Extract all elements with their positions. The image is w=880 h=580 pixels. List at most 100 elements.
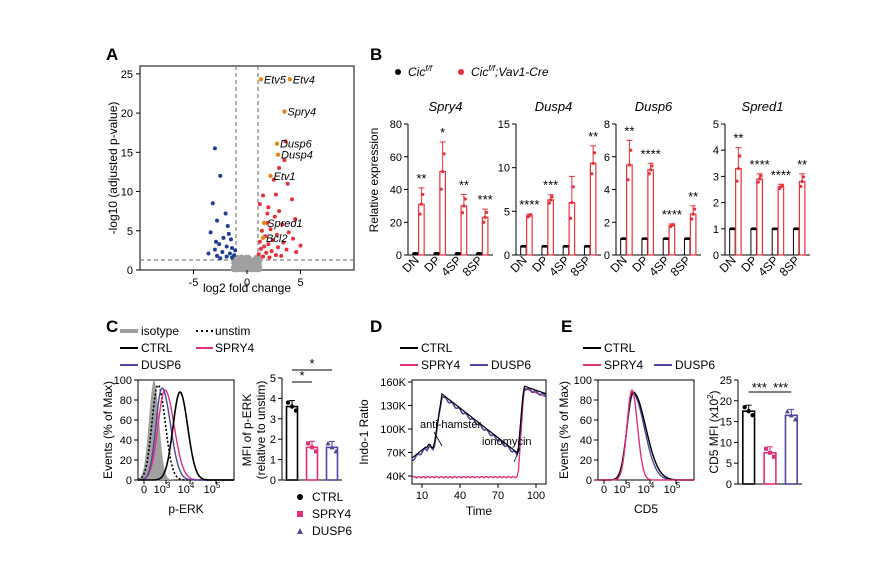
volcano-ytick: 20 xyxy=(121,108,133,120)
volcano-point-up xyxy=(259,228,264,233)
legend-b-cre: Cicf/f;Vav1-Cre xyxy=(471,64,549,79)
volcano-point-up xyxy=(291,236,296,241)
bar-dot-ctrl xyxy=(774,227,778,231)
volcano-point-ns xyxy=(257,267,262,273)
volcano-point-down xyxy=(206,251,211,256)
bar-dot-cre xyxy=(692,207,697,211)
volcano-red-points xyxy=(256,139,303,260)
volcano-ytick: 10 xyxy=(121,187,133,199)
bar-category-label: DN xyxy=(400,253,422,275)
volcano-point-up xyxy=(256,252,261,257)
cd5-mfi-ytick: 20 xyxy=(720,396,732,408)
bar-ytick: 0 xyxy=(713,250,719,262)
bar-ytick: 4 xyxy=(604,185,610,197)
perk-mfi-bars: MFI of p-ERK (relative to unstim) 0 1 2 3 4 5… xyxy=(240,356,352,538)
panel-label-e: E xyxy=(561,317,572,336)
perk-mfi-ytick: 1 xyxy=(270,455,276,467)
legend-cb-ctrl: CTRL xyxy=(312,490,344,504)
perk-mfi-ytick: 0 xyxy=(270,475,276,487)
volcano-gene-label: Spred1 xyxy=(267,218,302,230)
hist-ctrl xyxy=(138,390,234,481)
bar-dot-cre xyxy=(626,178,630,182)
cd5-mfi-dot xyxy=(792,416,798,422)
bar-ytick: 0 xyxy=(396,250,402,262)
cd5-mfi-ylabel: CD5 MFI (x102) xyxy=(706,390,721,473)
volcano-point-up xyxy=(273,192,278,197)
volcano-point-labeled xyxy=(260,235,266,241)
bar-dot-ctrl xyxy=(479,251,482,255)
bar-dot-cre xyxy=(484,210,489,215)
cd5-mfi-bars: CD5 MFI (x102) 0 5 10 15 20 25 *** *** xyxy=(706,375,802,491)
volcano-xlabel: log2 fold change xyxy=(203,281,291,295)
bar-dot-cre xyxy=(418,212,422,216)
expression-bar-charts: Spry4020406080**DN*DP**4SP***8SPDusp4051… xyxy=(390,99,810,279)
bar-dot-cre xyxy=(759,174,763,178)
cd5-mfi-dot xyxy=(746,409,751,414)
bar-category-label: 4SP xyxy=(755,253,781,279)
bar-dot-ctrl xyxy=(523,244,527,248)
volcano-point-up xyxy=(270,238,275,243)
cd5-mfi-ytick: 25 xyxy=(720,375,732,387)
volcano-point-up xyxy=(284,247,289,252)
bar-ytick: 5 xyxy=(504,206,510,218)
volcano-gene-label: Bcl2 xyxy=(266,233,287,245)
bar-dot-ctrl xyxy=(544,244,548,248)
bar-significance: **** xyxy=(750,157,770,172)
perk-mfi-ytick: 2 xyxy=(270,434,276,446)
legend-b-ctrl: Cicf/f xyxy=(408,64,433,79)
perk-mfi-dot xyxy=(293,408,299,413)
volcano-point-up xyxy=(266,242,271,247)
volcano-point-up xyxy=(277,166,282,170)
volcano-point-ns xyxy=(231,264,237,269)
bar-cre xyxy=(526,215,533,256)
perk-mfi-bar xyxy=(285,405,299,481)
bar-subplot-title: Dusp6 xyxy=(635,99,673,114)
volcano-point-down xyxy=(228,237,233,242)
bar-ytick: 80 xyxy=(390,119,402,131)
bar-significance: ** xyxy=(588,129,598,144)
hist-ytick: 20 xyxy=(580,455,592,467)
perk-xlabel: p-ERK xyxy=(168,502,203,516)
bar-cre xyxy=(798,181,806,256)
volcano-point-down xyxy=(221,235,226,240)
hist-ytick: 60 xyxy=(120,415,132,427)
volcano-point-ns xyxy=(246,266,251,272)
bar-dot-ctrl xyxy=(665,237,669,241)
volcano-gene-label: Dusp6 xyxy=(280,139,313,151)
cd5-mfi-dot xyxy=(784,408,790,414)
calcium-ytick: 160K xyxy=(380,377,406,389)
volcano-point-down xyxy=(212,247,217,252)
bar-subplot-title: Dusp4 xyxy=(535,99,573,114)
volcano-grey-points xyxy=(230,254,263,273)
bar-significance: ** xyxy=(733,131,743,146)
bar-ytick: 40 xyxy=(390,185,402,197)
volcano-point-up xyxy=(279,253,284,258)
bar-cre xyxy=(589,162,597,256)
volcano-point-down xyxy=(217,242,222,247)
bar-dot-cre xyxy=(439,187,443,191)
legend-c-spry4: SPRY4 xyxy=(215,341,254,355)
bar-significance: **** xyxy=(641,146,661,161)
hist-ytick: 100 xyxy=(114,375,132,387)
legend-d-dusp6: DUSP6 xyxy=(491,358,531,372)
hist-xtick: 0 xyxy=(601,484,607,496)
hist-xtick: 104 xyxy=(638,481,655,496)
volcano-gene-label: Spry4 xyxy=(287,107,316,119)
bar-dot-cre xyxy=(629,148,633,152)
volcano-point-up xyxy=(268,227,273,232)
volcano-point-labeled xyxy=(258,77,264,82)
bar-dot-ctrl xyxy=(587,244,590,248)
volcano-point-down xyxy=(223,211,228,216)
bar-cre xyxy=(777,186,785,256)
bar-dot-cre xyxy=(462,204,466,208)
perk-histogram: 0 103 104 105 0 20 40 60 80 100 p-ERK Events (% o… xyxy=(101,375,235,516)
bar-category-label: 4SP xyxy=(438,253,464,279)
legend-d-ctrl: CTRL xyxy=(421,341,453,355)
volcano-point-ns xyxy=(231,259,236,265)
cd5-mfi-ytick: 15 xyxy=(720,417,732,429)
volcano-point-up xyxy=(280,222,285,227)
bar-significance: **** xyxy=(519,197,539,212)
volcano-point-labeled xyxy=(282,109,287,114)
volcano-point-up xyxy=(267,255,272,260)
